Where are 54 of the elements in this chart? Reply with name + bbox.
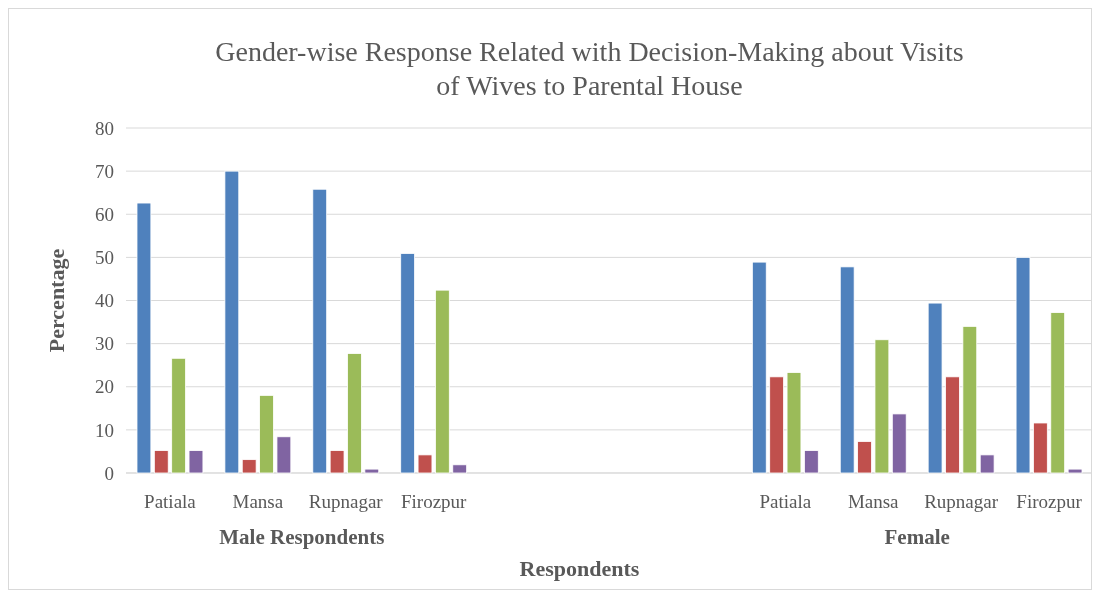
bar — [452, 464, 468, 474]
bar — [839, 266, 855, 474]
bar — [804, 450, 819, 474]
bar — [171, 357, 186, 474]
bar — [188, 450, 204, 474]
x-tick-label: Patiala — [759, 491, 812, 512]
y-tick-label: 0 — [104, 462, 114, 484]
x-tick-label: Firozpur — [1016, 491, 1083, 512]
x-tick-label: Firozpur — [400, 491, 468, 512]
bar — [400, 253, 415, 474]
y-tick-label: 60 — [95, 203, 114, 225]
bar — [751, 261, 767, 474]
bar — [1067, 468, 1083, 474]
bar — [769, 376, 784, 474]
bar — [329, 450, 345, 474]
bar — [136, 202, 152, 474]
x-tick-label: Rupnagar — [924, 491, 999, 512]
y-tick-label: 20 — [95, 376, 114, 398]
bar — [259, 394, 274, 474]
bar — [241, 459, 257, 474]
bar — [1033, 422, 1048, 474]
bar — [927, 302, 943, 474]
bar — [945, 376, 960, 474]
bar — [1015, 256, 1031, 474]
chart-title: Gender-wise Response Related with Decision-Making about Visits of Wives to Parental House — [215, 36, 964, 101]
y-tick-label: 80 — [95, 117, 114, 139]
x-axis-title: Respondents — [519, 556, 640, 581]
y-tick-label: 40 — [95, 290, 114, 312]
bar — [153, 450, 169, 474]
bar — [224, 170, 240, 474]
y-tick-label: 70 — [95, 160, 114, 182]
bar — [417, 454, 433, 474]
bar — [435, 289, 450, 474]
bar — [276, 436, 292, 474]
bar — [786, 372, 802, 474]
text: Female — [884, 525, 950, 549]
x-tick-label: Rupnagar — [308, 491, 384, 512]
x-tick-label: Patiala — [144, 491, 197, 512]
x-tick-label: Mansa — [847, 491, 900, 512]
y-tick-label: 10 — [95, 419, 114, 441]
bar — [891, 413, 907, 474]
bar — [874, 339, 890, 474]
bar — [312, 188, 328, 474]
bar — [1050, 312, 1066, 474]
bar — [962, 325, 978, 474]
text: Male Respondents — [219, 525, 385, 549]
y-axis-title: Percentage — [44, 248, 69, 353]
bar — [979, 454, 995, 474]
x-tick-label: Mansa — [232, 491, 284, 512]
y-tick-label: 30 — [95, 333, 114, 355]
bar — [364, 468, 380, 474]
bar — [857, 441, 872, 474]
y-tick-label: 50 — [95, 247, 114, 269]
bar — [347, 353, 362, 474]
